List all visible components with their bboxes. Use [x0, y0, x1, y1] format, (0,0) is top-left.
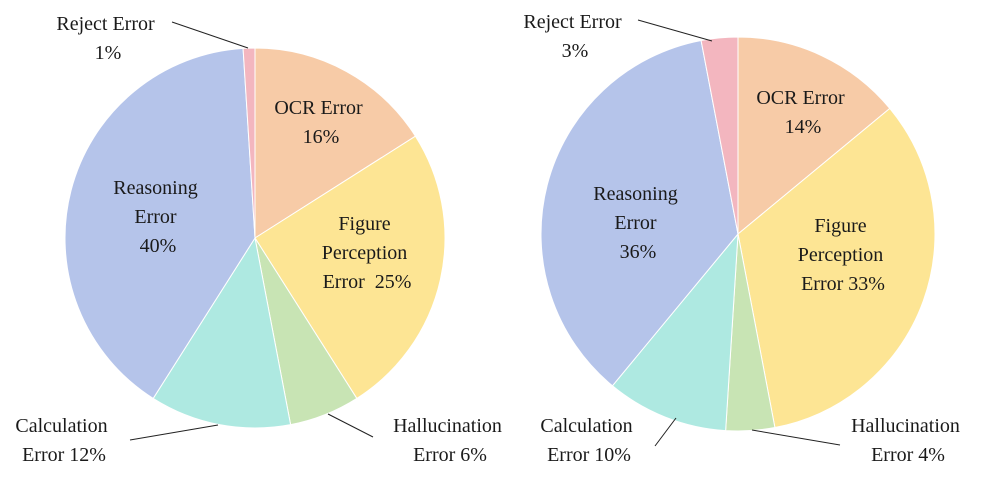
slice-calculation-error-right — [611, 232, 739, 432]
slice-reasoning-error-left — [64, 47, 256, 400]
leader-hallucination-right — [751, 429, 841, 446]
pie-slices-left — [64, 47, 446, 429]
pie-slices-right — [540, 36, 936, 432]
pie-chart-left: OCR Error 16% Figure Perception Error 25… — [15, 13, 507, 466]
leader-reject-left — [171, 21, 249, 49]
leader-calculation-left — [129, 424, 219, 441]
leader-hallucination-left — [327, 413, 374, 438]
label-reasoning-left: Reasoning Error 40% — [113, 177, 202, 257]
label-reasoning-right: Reasoning Error 36% — [593, 183, 682, 263]
leader-calculation-right — [654, 417, 677, 447]
label-ocr-right: OCR Error 14% — [756, 87, 849, 138]
label-hallucination-left: Hallucination Error 6% — [393, 415, 507, 466]
slice-reasoning-error-right — [540, 39, 739, 387]
slice-reject-error-right — [700, 36, 739, 235]
slice-figure-perception-error-right — [737, 107, 936, 429]
label-figure-right: Figure Perception Error 33% — [798, 215, 889, 295]
label-hallucination-right: Hallucination Error 4% — [851, 415, 965, 466]
label-calculation-left: Calculation Error 12% — [15, 415, 112, 466]
slice-figure-perception-error-left — [254, 135, 446, 400]
slice-ocr-error-right — [737, 36, 891, 236]
label-figure-left: Figure Perception Error 25% — [322, 213, 413, 293]
pie-chart-right: OCR Error 14% Figure Perception Error 33… — [523, 11, 965, 466]
slice-reject-error-left — [242, 47, 256, 239]
label-calculation-right: Calculation Error 10% — [540, 415, 637, 466]
label-reject-right: Reject Error 3% — [523, 11, 626, 62]
label-reject-left: Reject Error 1% — [56, 13, 159, 64]
label-ocr-left: OCR Error 16% — [274, 97, 367, 148]
leader-reject-right — [637, 19, 713, 42]
slice-calculation-error-left — [152, 236, 292, 429]
slice-ocr-error-left — [254, 47, 417, 239]
